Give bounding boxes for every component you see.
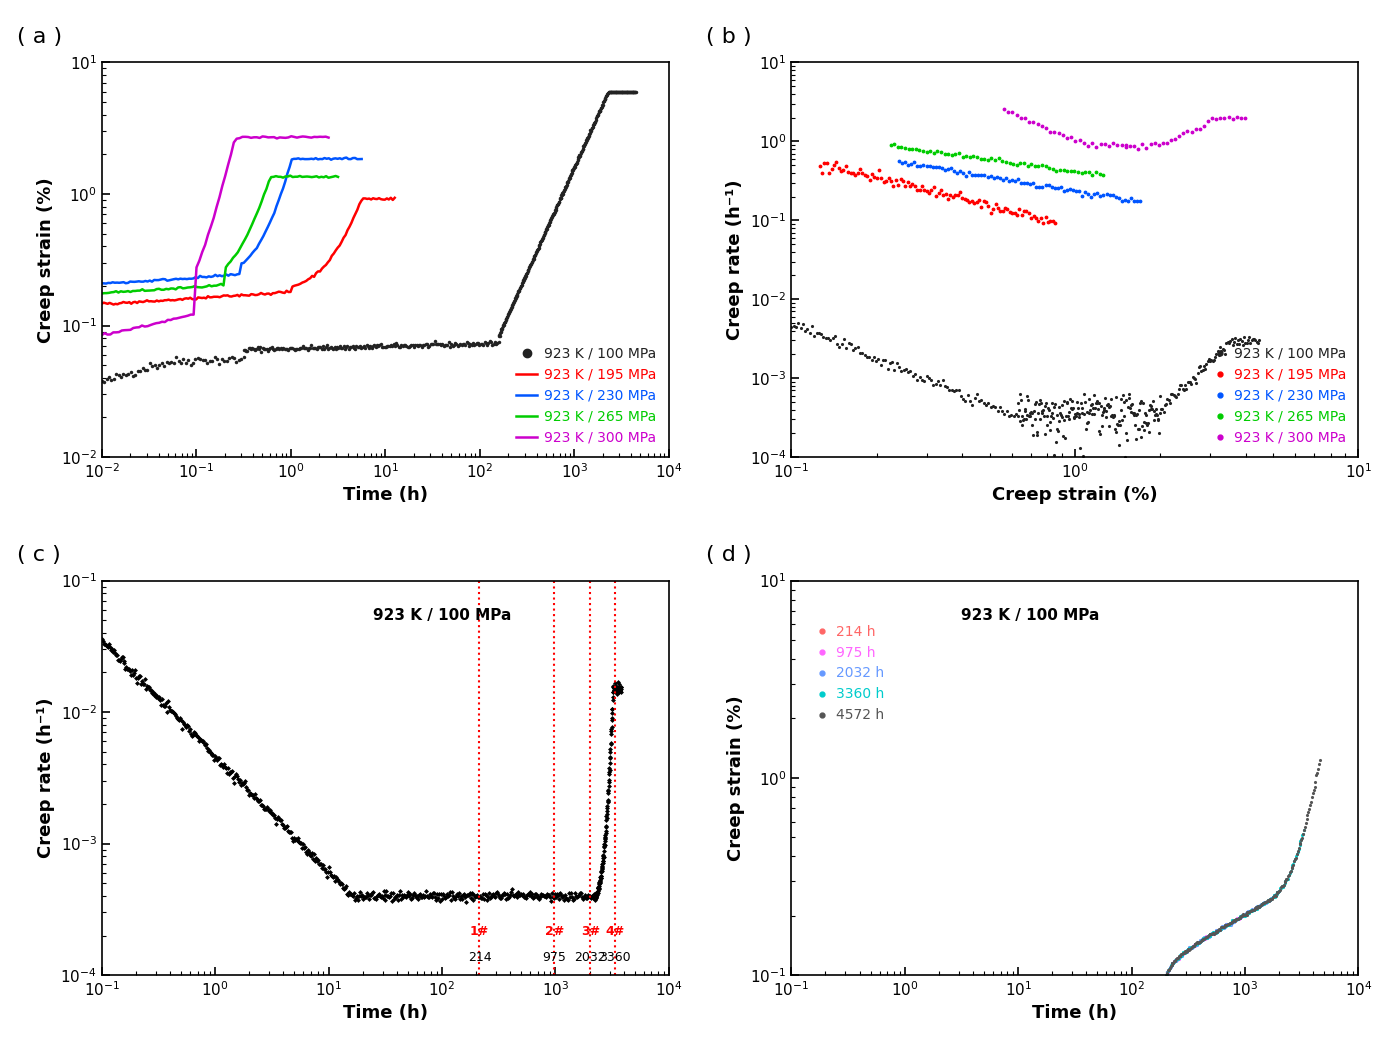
Y-axis label: Creep strain (%): Creep strain (%)	[38, 177, 55, 342]
Text: 975: 975	[542, 951, 566, 965]
Legend: 923 K / 100 MPa, 923 K / 195 MPa, 923 K / 230 MPa, 923 K / 265 MPa, 923 K / 300 : 923 K / 100 MPa, 923 K / 195 MPa, 923 K …	[1207, 341, 1351, 450]
Text: ( d ): ( d )	[706, 545, 752, 565]
X-axis label: Time (h): Time (h)	[1032, 1004, 1117, 1023]
Text: ( b ): ( b )	[706, 26, 752, 46]
Y-axis label: Creep rate (h⁻¹): Creep rate (h⁻¹)	[36, 697, 55, 858]
Text: 3360: 3360	[599, 951, 631, 965]
Y-axis label: Creep rate (h⁻¹): Creep rate (h⁻¹)	[727, 180, 745, 340]
Text: 2032: 2032	[574, 951, 606, 965]
Text: 3#: 3#	[581, 925, 599, 938]
Text: 923 K / 100 MPa: 923 K / 100 MPa	[962, 608, 1100, 623]
Text: ( a ): ( a )	[17, 26, 62, 46]
Text: ( c ): ( c )	[17, 545, 60, 565]
Text: 2#: 2#	[545, 925, 564, 938]
X-axis label: Creep strain (%): Creep strain (%)	[993, 486, 1158, 504]
Legend: 214 h, 975 h, 2032 h, 3360 h, 4572 h: 214 h, 975 h, 2032 h, 3360 h, 4572 h	[809, 620, 890, 728]
X-axis label: Time (h): Time (h)	[343, 1004, 428, 1023]
Text: 214: 214	[468, 951, 491, 965]
Y-axis label: Creep strain (%): Creep strain (%)	[727, 695, 745, 861]
Text: 4#: 4#	[605, 925, 624, 938]
Legend: 923 K / 100 MPa, 923 K / 195 MPa, 923 K / 230 MPa, 923 K / 265 MPa, 923 K / 300 : 923 K / 100 MPa, 923 K / 195 MPa, 923 K …	[511, 341, 662, 450]
Text: 923 K / 100 MPa: 923 K / 100 MPa	[372, 608, 511, 623]
X-axis label: Time (h): Time (h)	[343, 486, 428, 504]
Text: 1#: 1#	[470, 925, 489, 938]
